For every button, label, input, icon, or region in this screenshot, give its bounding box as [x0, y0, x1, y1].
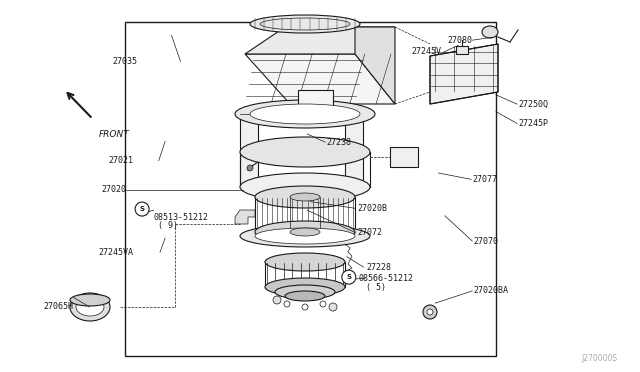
Ellipse shape: [285, 291, 325, 301]
Text: 27020BA: 27020BA: [474, 286, 509, 295]
Text: 27021: 27021: [108, 156, 133, 165]
Ellipse shape: [265, 253, 345, 271]
Text: 27020: 27020: [101, 185, 126, 194]
Bar: [390, 147, 418, 167]
Ellipse shape: [290, 228, 320, 236]
Text: 27070: 27070: [474, 237, 499, 246]
Polygon shape: [245, 54, 395, 104]
Text: 27077: 27077: [472, 175, 497, 184]
Text: S: S: [346, 274, 351, 280]
Text: 27238: 27238: [326, 138, 351, 147]
Ellipse shape: [255, 228, 355, 244]
Text: J270000S: J270000S: [582, 354, 618, 363]
Circle shape: [273, 296, 281, 304]
Polygon shape: [245, 27, 395, 54]
Text: 27250Q: 27250Q: [518, 100, 548, 109]
Text: 27080: 27080: [447, 36, 472, 45]
Ellipse shape: [265, 278, 345, 296]
Ellipse shape: [70, 294, 110, 306]
Text: 27072: 27072: [357, 228, 382, 237]
Bar: [298, 90, 333, 112]
Ellipse shape: [250, 15, 360, 33]
Text: ( 9): ( 9): [158, 221, 178, 230]
Ellipse shape: [255, 221, 355, 243]
Ellipse shape: [240, 137, 370, 167]
Circle shape: [135, 202, 149, 216]
Text: FRONT: FRONT: [99, 130, 130, 139]
Ellipse shape: [250, 104, 360, 124]
Text: 27245V: 27245V: [412, 47, 442, 56]
Circle shape: [342, 270, 356, 284]
Text: 27065H: 27065H: [44, 302, 74, 311]
Text: 08566-51212: 08566-51212: [358, 274, 413, 283]
Text: 27245P: 27245P: [518, 119, 548, 128]
Circle shape: [302, 304, 308, 310]
Ellipse shape: [76, 298, 104, 316]
Text: ( 5): ( 5): [366, 283, 386, 292]
Bar: [240, 112, 258, 187]
Bar: [456, 46, 468, 54]
Polygon shape: [235, 210, 255, 224]
Text: 08513-51212: 08513-51212: [154, 213, 209, 222]
Ellipse shape: [482, 26, 498, 38]
Ellipse shape: [275, 285, 335, 299]
Bar: [345, 112, 363, 187]
Ellipse shape: [235, 100, 375, 128]
Polygon shape: [430, 44, 498, 104]
Circle shape: [423, 305, 437, 319]
Ellipse shape: [70, 293, 110, 321]
Ellipse shape: [290, 193, 320, 201]
Circle shape: [247, 165, 253, 171]
Ellipse shape: [255, 186, 355, 208]
Text: S: S: [140, 206, 145, 212]
Ellipse shape: [240, 225, 370, 247]
Ellipse shape: [240, 173, 370, 201]
Circle shape: [427, 309, 433, 315]
Circle shape: [320, 301, 326, 307]
Polygon shape: [355, 27, 395, 104]
Text: 27020B: 27020B: [357, 204, 387, 213]
Bar: [125, 22, 496, 356]
Text: 27035: 27035: [113, 57, 138, 66]
Text: 27228: 27228: [366, 263, 391, 272]
Circle shape: [284, 301, 290, 307]
Circle shape: [329, 303, 337, 311]
Text: 27245VA: 27245VA: [98, 248, 133, 257]
